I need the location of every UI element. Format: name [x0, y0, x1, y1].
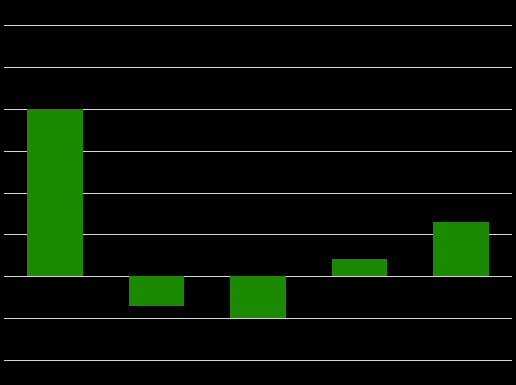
Bar	[128, 276, 184, 306]
Bar	[27, 109, 83, 276]
Bar	[332, 259, 388, 276]
Bar	[433, 222, 489, 276]
Bar	[230, 276, 286, 318]
